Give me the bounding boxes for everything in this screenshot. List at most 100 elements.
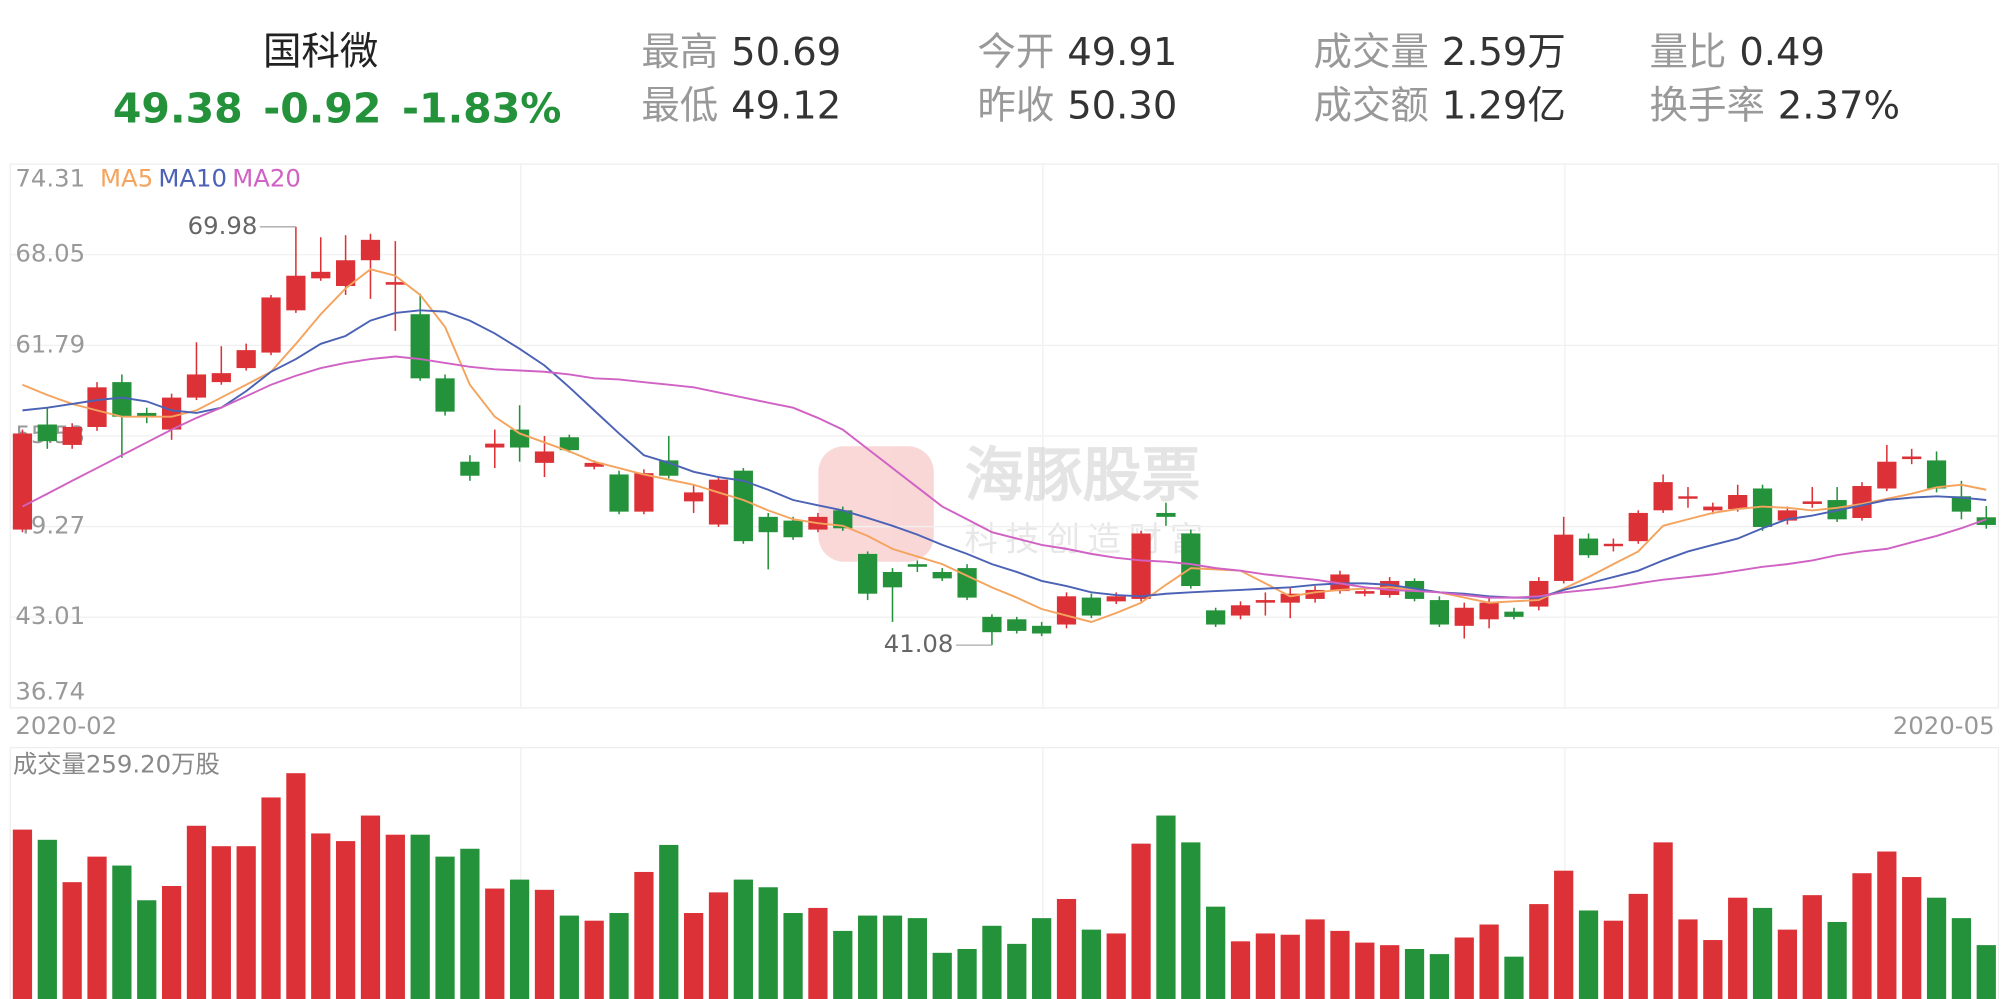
volume-bar	[385, 834, 405, 999]
volume-bar	[733, 879, 753, 999]
volume-bar	[161, 885, 182, 999]
candle-body	[1703, 506, 1723, 511]
candle-body	[1280, 593, 1300, 603]
stat: 量比 0.49	[1650, 29, 1825, 74]
volume-bar	[1951, 918, 1972, 999]
volume-bar	[1902, 877, 1922, 999]
stat: 成交额 1.29亿	[1313, 83, 1565, 128]
candle-body	[12, 433, 33, 530]
extreme-label: 41.08	[884, 629, 954, 658]
volume-bar	[509, 879, 530, 999]
volume-bar	[360, 815, 381, 999]
candle-body	[1056, 596, 1077, 625]
volume-bar	[236, 846, 256, 999]
y-tick-label: 68.05	[15, 239, 85, 268]
candle-body	[137, 412, 157, 417]
candle-body	[858, 553, 878, 594]
volume-bar	[186, 825, 207, 999]
volume-bar	[1081, 929, 1101, 999]
price-change-pct: -1.83%	[402, 85, 561, 133]
volume-bar	[37, 839, 57, 999]
volume-bar	[1976, 945, 1996, 999]
candle-body	[1752, 488, 1773, 527]
candle-body	[1902, 456, 1922, 460]
price-change: -0.92	[263, 85, 381, 133]
candle-body	[311, 271, 331, 279]
candle-body	[758, 516, 778, 533]
x-tick-label: 2020-02	[15, 711, 117, 740]
volume-bar	[1802, 895, 1822, 999]
candle-body	[534, 451, 555, 463]
y-tick-label: 43.01	[15, 601, 85, 630]
volume-bar	[808, 907, 828, 999]
volume-bar	[708, 892, 729, 999]
volume-bar	[485, 888, 505, 999]
candle-body	[460, 461, 480, 476]
volume-bar	[559, 915, 579, 999]
candle-body	[1529, 580, 1549, 607]
volume-bar	[1404, 948, 1425, 999]
ma-line	[22, 268, 1987, 623]
volume-bar	[783, 913, 803, 999]
volume-bar	[1330, 930, 1350, 999]
candle-body	[1131, 533, 1151, 599]
candle-body	[1678, 496, 1698, 499]
stat-value: 1.29亿	[1442, 83, 1566, 128]
candle-body	[559, 437, 579, 451]
volume-bar	[1181, 842, 1201, 999]
candle-body	[112, 382, 132, 417]
candle-body	[1181, 533, 1201, 587]
volume-bar	[1852, 873, 1872, 999]
stat-value: 50.69	[731, 29, 841, 74]
volume-bar	[1230, 941, 1251, 999]
candle-body	[1454, 607, 1474, 626]
watermark-logo	[818, 446, 934, 562]
volume-title: 成交量259.20万股	[13, 750, 220, 779]
volume-bar	[1156, 815, 1176, 999]
candle-body	[1007, 619, 1027, 631]
volume-frame	[9, 747, 2000, 999]
volume-bar	[584, 920, 604, 999]
stat: 今开 49.91	[977, 29, 1177, 74]
volume-bar	[882, 915, 903, 999]
stat-value: 0.49	[1739, 29, 1825, 74]
stat: 换手率 2.37%	[1650, 83, 1900, 128]
volume-bar	[1429, 954, 1450, 999]
candle-body	[385, 282, 405, 285]
volume-bar	[211, 846, 231, 999]
candle-body	[584, 462, 604, 467]
candle-body	[1578, 538, 1599, 556]
candle-body	[1852, 486, 1872, 519]
candle-body	[833, 510, 853, 529]
legend-entry: MA10	[158, 164, 227, 193]
candle-body	[435, 378, 455, 412]
volume-bar	[1131, 843, 1151, 999]
stat-label: 成交量	[1313, 29, 1428, 74]
price-line: 49.38 -0.92 -1.83%	[113, 85, 562, 133]
volume-bar	[112, 865, 132, 999]
volume-bar	[1777, 929, 1798, 999]
candle-body	[335, 260, 356, 287]
candle-body	[1802, 501, 1822, 504]
candle-body	[1429, 600, 1450, 625]
volume-bar	[858, 915, 878, 999]
candle-body	[410, 314, 430, 379]
volume-bar	[1752, 907, 1773, 999]
volume-bar	[1056, 898, 1077, 999]
candle-body	[161, 397, 182, 430]
volume-bar	[286, 773, 306, 999]
legend-entry: MA5	[100, 164, 153, 193]
volume-bar	[1007, 943, 1027, 999]
volume-bar	[758, 887, 778, 999]
candle-body	[1081, 597, 1101, 616]
candle-body	[261, 297, 281, 353]
stat: 最低 49.12	[641, 83, 841, 128]
volume-bar	[833, 930, 853, 999]
watermark-title: 海豚股票	[965, 441, 1201, 510]
volume-bar	[1554, 870, 1574, 999]
y-tick-label: 36.74	[15, 677, 85, 706]
volume-bar	[1305, 919, 1325, 999]
candle-body	[1926, 460, 1947, 489]
volume-bar	[1454, 937, 1474, 999]
